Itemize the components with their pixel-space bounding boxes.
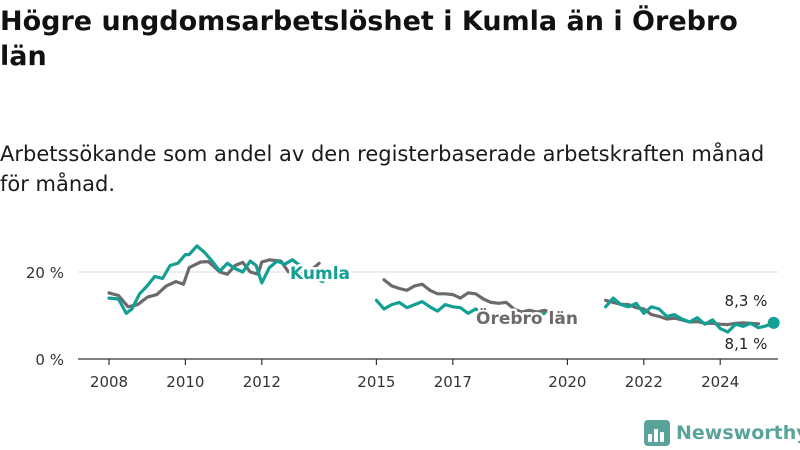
- x-tick-label: 2024: [701, 373, 739, 391]
- series-label: Örebro län: [476, 307, 578, 329]
- chart-title: Högre ungdomsarbetslöshet i Kumla än i Ö…: [0, 6, 738, 72]
- end-label-kumla: 8,3 %: [725, 292, 768, 310]
- x-tick-label: 2008: [90, 373, 128, 391]
- x-tick-label: 2017: [434, 373, 472, 391]
- x-tick-label: 2022: [625, 373, 663, 391]
- y-tick-label: 0 %: [35, 351, 64, 369]
- x-tick-label: 2020: [548, 373, 586, 391]
- end-point-kumla: [767, 316, 780, 329]
- end-label-orebro: 8,1 %: [725, 335, 768, 353]
- bar-chart-icon: [644, 420, 670, 446]
- chart-subtitle: Arbetssökande som andel av den registerb…: [0, 142, 765, 196]
- x-tick-label: 2015: [357, 373, 395, 391]
- series-label-halo: Kumla: [290, 264, 350, 284]
- y-tick-label: 20 %: [26, 264, 64, 282]
- newsworthy-logo: Newsworthy: [644, 419, 800, 447]
- x-tick-label: 2012: [243, 373, 281, 391]
- brand-name: Newsworthy: [676, 422, 800, 444]
- series-line-örebro-län: [107, 258, 321, 309]
- series-line-kumla: [107, 244, 325, 315]
- series-label: Kumla: [290, 264, 350, 284]
- x-tick-label: 2010: [166, 373, 204, 391]
- series-label-halo: Örebro län: [476, 307, 578, 329]
- series-line-kumla: [604, 296, 776, 334]
- series-line-örebro-län: [382, 278, 554, 315]
- series-line-kumla: [374, 298, 547, 323]
